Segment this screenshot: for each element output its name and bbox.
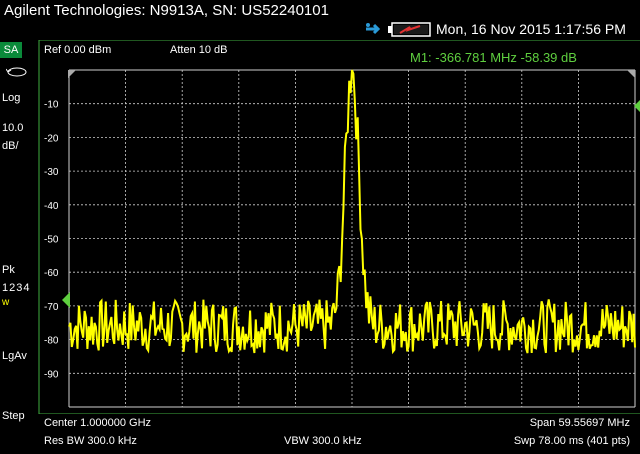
y-tick-label: -60 [44,268,59,279]
datetime: Mon, 16 Nov 2015 1:17:56 PM [436,21,626,37]
trace-1 [68,69,636,355]
center-frequency[interactable]: Center 1.000000 GHz [44,417,152,429]
y-tick-label: -90 [44,369,59,380]
detector-mode: Pk [2,264,15,276]
sweep-icon [6,67,27,77]
graticule-grid [68,69,636,408]
top-left-corner-marker [68,70,76,78]
y-tick-label: -70 [44,302,59,313]
y-axis-labels: -10 -20 -30 -40 -50 -60 -70 -80 -90 [44,100,59,381]
top-right-corner-marker [627,70,635,78]
trace-numbers: 1234 [2,282,31,294]
averaging-mode: LgAv [2,350,27,362]
ref-level-marker[interactable] [634,100,640,112]
title-bar: Agilent Technologies: N9913A, SN: US5224… [0,0,640,22]
y-tick-label: -20 [44,133,59,144]
instrument-title: Agilent Technologies: N9913A, SN: US5224… [4,2,329,19]
scale-type: Log [2,92,21,104]
trace-state: w [2,297,10,308]
marker-readout: M1: -366.781 MHz -58.39 dB [410,50,577,65]
mode-badge[interactable]: SA [0,42,22,58]
sweep-time[interactable]: Swp 78.00 ms (401 pts) [513,435,630,447]
span[interactable]: Span 59.55697 MHz [529,417,630,429]
bottom-info-bar: Center 1.000000 GHz Span 59.55697 MHz Re… [40,414,640,454]
y-tick-label: -10 [44,100,59,111]
usb-icon [366,23,381,35]
video-bandwidth[interactable]: VBW 300.0 kHz [284,435,362,447]
scale-value: 10.0 [2,122,24,134]
battery-icon [388,22,431,37]
y-tick-label: -40 [44,201,59,212]
resolution-bandwidth[interactable]: Res BW 300.0 kHz [44,435,137,447]
sweep-mode: Step [2,410,25,422]
attenuation: Atten 10 dB [170,44,228,56]
y-tick-label: -50 [44,235,59,246]
spectrum-display[interactable]: Ref 0.00 dBm Atten 10 dB M1: -366.781 MH… [0,40,640,414]
ref-level: Ref 0.00 dBm [44,44,111,56]
y-tick-label: -30 [44,167,59,178]
trace-level-marker[interactable] [62,292,70,308]
y-tick-label: -80 [44,336,59,347]
scale-unit: dB/ [2,140,19,152]
